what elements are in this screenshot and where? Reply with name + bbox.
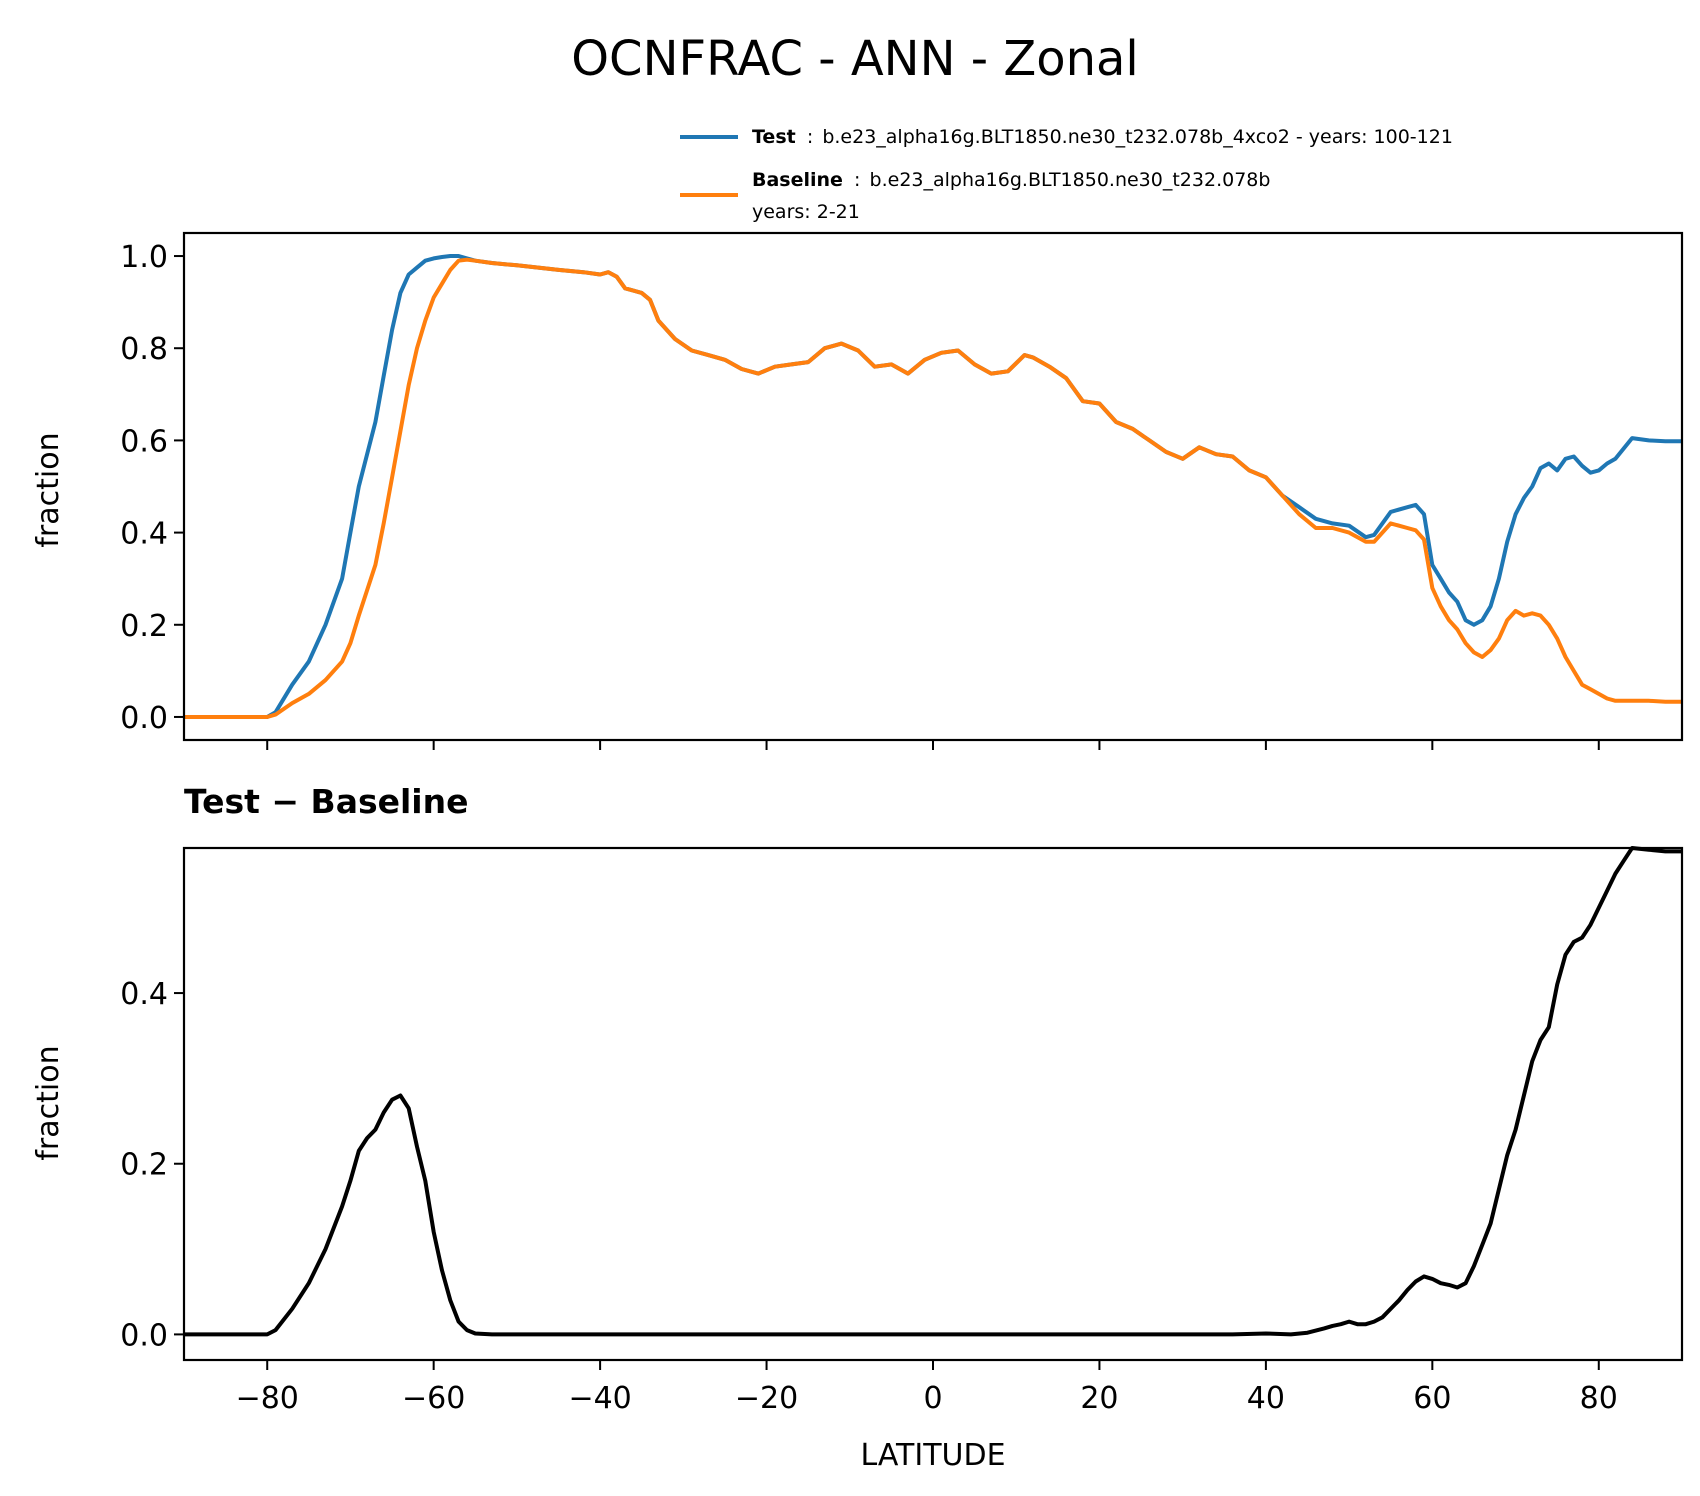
legend-test-sep: :	[807, 126, 813, 148]
x-tick-label: 60	[1413, 1381, 1451, 1416]
bottom-axes: 0.0 0.2 0.4 −80 −60 −40 −20 0 20 40 60 80 fraction LA…	[31, 846, 1684, 1473]
baseline-series-line	[184, 257, 1682, 719]
figure-title: OCNFRAC - ANN - Zonal	[571, 31, 1138, 87]
y-tick-label: 0.8	[120, 332, 168, 367]
x-tick-label: −20	[735, 1381, 798, 1416]
x-tick-label: −40	[568, 1381, 631, 1416]
y-tick-label: 0.0	[120, 701, 168, 736]
legend-baseline-sep: :	[854, 169, 860, 191]
legend-baseline-years: years: 2-21	[752, 201, 860, 223]
x-tick-label: 0	[923, 1381, 942, 1416]
x-tick-label: 80	[1580, 1381, 1618, 1416]
y-axis-label: fraction	[31, 432, 66, 547]
legend-test-name: Test	[752, 126, 796, 148]
x-tick-label: 20	[1080, 1381, 1118, 1416]
y-tick-label: 0.4	[120, 517, 168, 552]
legend-baseline-entry: Baseline : b.e23_alpha16g.BLT1850.ne30_t…	[752, 169, 1270, 191]
y-tick-label: 0.2	[120, 609, 168, 644]
legend-test-entry: Test : b.e23_alpha16g.BLT1850.ne30_t232.…	[752, 126, 1453, 148]
y-tick-label: 0.4	[120, 977, 168, 1012]
diff-subplot-title: Test − Baseline	[184, 782, 469, 821]
y-tick-label: 0.6	[120, 424, 168, 459]
y-axis-label: fraction	[31, 1045, 66, 1160]
legend-baseline-desc: b.e23_alpha16g.BLT1850.ne30_t232.078b	[870, 169, 1271, 191]
test-series-line	[184, 254, 1682, 719]
x-tick-label: 40	[1247, 1381, 1285, 1416]
x-tick-label: −80	[236, 1381, 299, 1416]
axes-frame	[182, 846, 1684, 1362]
y-tick-label: 1.0	[120, 240, 168, 275]
y-tick-label: 0.2	[120, 1148, 168, 1183]
difference-series-line	[184, 846, 1682, 1337]
x-axis-label: LATITUDE	[860, 1438, 1005, 1473]
x-tick-label: −60	[402, 1381, 465, 1416]
legend: Test : b.e23_alpha16g.BLT1850.ne30_t232.…	[680, 126, 1453, 223]
legend-baseline-name: Baseline	[752, 169, 843, 191]
legend-test-desc: b.e23_alpha16g.BLT1850.ne30_t232.078b_4x…	[822, 126, 1453, 148]
axes-frame	[182, 231, 1684, 742]
y-tick-label: 0.0	[120, 1318, 168, 1353]
top-axes: 0.0 0.2 0.4 0.6 0.8 1.0 fraction	[31, 231, 1684, 750]
